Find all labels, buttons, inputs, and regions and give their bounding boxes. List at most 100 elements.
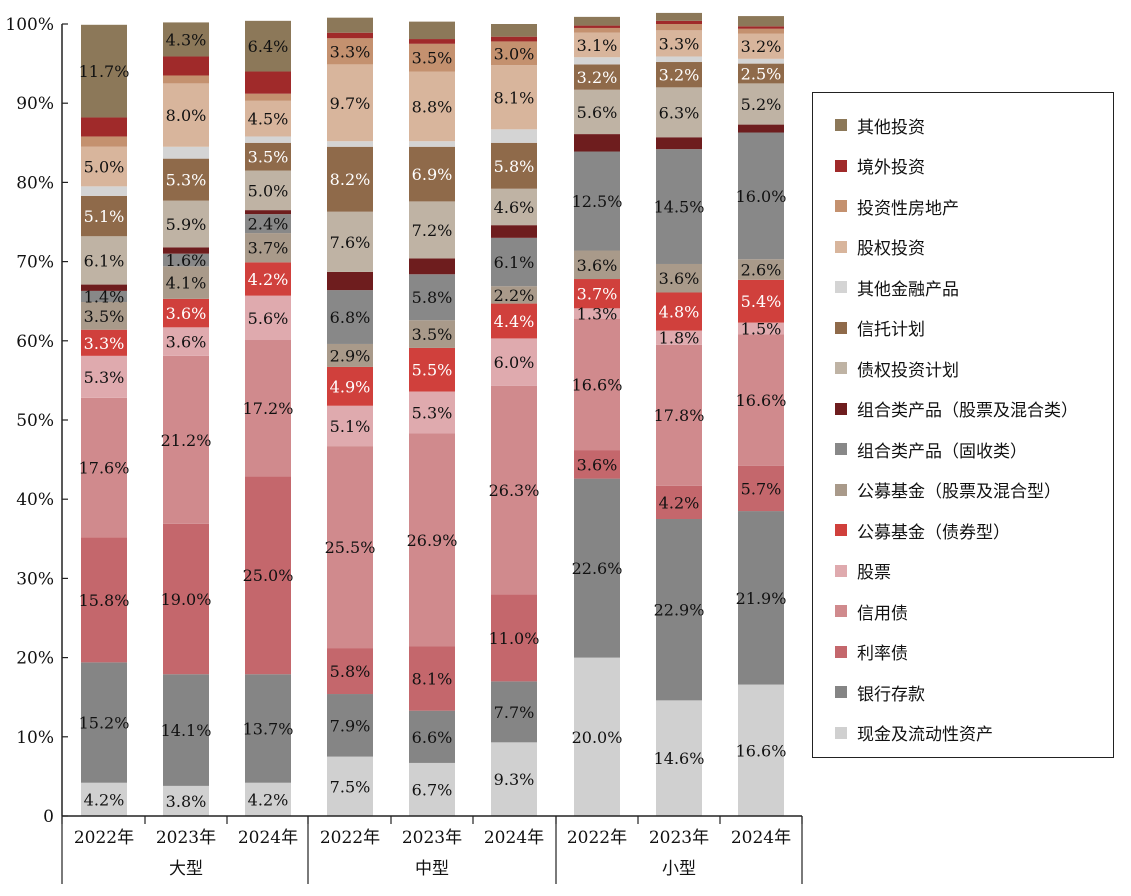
legend-swatch (835, 281, 847, 293)
legend-label: 股权投资 (857, 239, 925, 259)
bar-segment (574, 318, 620, 451)
data-label: 3.5% (412, 49, 453, 68)
bar-segment (245, 233, 291, 263)
bar-segment (574, 32, 620, 58)
bar-segment (245, 476, 291, 675)
x-tick-label: 2022年 (320, 828, 380, 848)
bar-segment (245, 20, 291, 72)
data-label: 11.0% (489, 629, 540, 648)
data-label: 2.9% (330, 346, 371, 365)
bar-segment (656, 24, 702, 31)
bar-segment (656, 56, 702, 63)
x-tick-label: 2024年 (484, 828, 544, 848)
legend-item: 银行存款 (835, 680, 925, 705)
data-label: 8.2% (330, 170, 371, 189)
y-tick-label: 60% (16, 332, 54, 352)
legend-swatch (835, 240, 847, 253)
bar-segment (163, 75, 209, 84)
bar-segment (81, 24, 127, 118)
data-label: 3.2% (741, 37, 782, 56)
data-label: 11.7% (79, 62, 130, 81)
bar-segment (245, 674, 291, 783)
bar-segment (738, 124, 784, 133)
bar-segment (409, 433, 455, 647)
bar-segment (656, 344, 702, 486)
data-label: 5.3% (166, 171, 207, 190)
bar-segment (738, 279, 784, 323)
bar-segment (409, 347, 455, 392)
data-label: 3.7% (577, 285, 618, 304)
data-label: 2.4% (248, 215, 289, 234)
bar-segment (81, 397, 127, 538)
bar-segment (491, 188, 537, 226)
bar-segment (491, 41, 537, 66)
bar-segment (163, 146, 209, 159)
bar-segment (656, 12, 702, 21)
data-label: 7.7% (494, 703, 535, 722)
bar-segment (245, 100, 291, 137)
y-tick-label: 10% (16, 728, 54, 748)
legend-item: 境外投资 (835, 154, 925, 178)
data-label: 6.1% (84, 251, 125, 270)
bar-segment (738, 63, 784, 84)
data-label: 17.2% (243, 399, 294, 418)
bar-segment (163, 56, 209, 76)
data-label: 21.2% (161, 431, 212, 450)
data-label: 3.6% (166, 333, 207, 352)
bar-segment (409, 646, 455, 711)
bar-segment (738, 465, 784, 512)
bar-segment (163, 523, 209, 675)
data-label: 22.6% (572, 559, 623, 578)
group-label: 大型 (169, 859, 203, 879)
bar-segment (574, 151, 620, 251)
bar-segment (738, 684, 784, 816)
y-tick-label: 80% (16, 173, 54, 193)
legend-label: 其他投资 (857, 117, 925, 138)
bar-segment (574, 89, 620, 135)
bar-segment (409, 258, 455, 275)
data-label: 16.6% (736, 741, 787, 760)
y-tick-label: 0 (43, 807, 54, 827)
bar-segment (81, 284, 127, 291)
legend-swatch (835, 362, 847, 374)
data-label: 3.6% (659, 269, 700, 288)
data-label: 5.7% (741, 480, 782, 499)
data-label: 3.7% (248, 239, 289, 258)
bar-segment (738, 334, 784, 466)
bar-segment (245, 214, 291, 234)
data-label: 25.5% (325, 538, 376, 557)
bar-segment (738, 16, 784, 27)
data-label: 3.2% (659, 66, 700, 85)
legend-item: 其他投资 (835, 113, 925, 138)
bar-segment (574, 657, 620, 816)
bar-segment (327, 64, 373, 142)
data-label: 5.3% (84, 368, 125, 387)
bar-segment (656, 87, 702, 138)
data-label: 5.3% (412, 403, 453, 422)
bar-segment (245, 340, 291, 477)
bar-segment (574, 57, 620, 65)
data-label: 3.3% (84, 334, 125, 353)
bar-segment (574, 16, 620, 26)
bar-segment (327, 694, 373, 757)
bar-segment (245, 71, 291, 94)
legend-item: 信托计划 (835, 316, 925, 340)
x-tick-label: 2022年 (74, 828, 134, 848)
bar-segment (327, 141, 373, 147)
bar-segment (81, 290, 127, 302)
data-label: 7.2% (412, 221, 453, 240)
bar-segment (409, 391, 455, 434)
bar-segment (327, 366, 373, 406)
bar-segment (491, 65, 537, 130)
data-label: 5.0% (84, 158, 125, 177)
data-label: 12.5% (572, 192, 623, 211)
y-tick-label: 20% (16, 649, 54, 669)
data-label: 5.6% (577, 103, 618, 122)
data-label: 8.1% (412, 670, 453, 689)
bar-segment (81, 537, 127, 663)
data-label: 8.1% (494, 88, 535, 107)
data-label: 7.5% (330, 777, 371, 796)
data-label: 17.6% (79, 459, 130, 478)
bar-segment (574, 450, 620, 479)
data-label: 4.2% (248, 270, 289, 289)
